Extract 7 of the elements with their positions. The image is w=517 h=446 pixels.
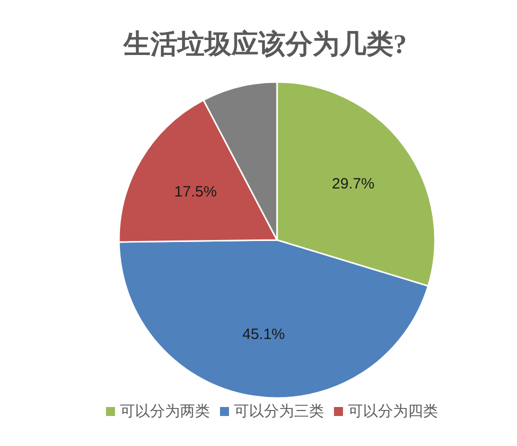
chart-title: 生活垃圾应该分为几类? [123,29,407,59]
data-label: 17.5% [174,182,217,200]
legend-label: 可以分为两类 [120,404,210,420]
data-label: 29.7% [332,175,374,192]
data-label: 45.1% [242,325,285,342]
legend-label: 可以分为三类 [234,404,324,420]
legend-label: 可以分为四类 [348,404,438,420]
